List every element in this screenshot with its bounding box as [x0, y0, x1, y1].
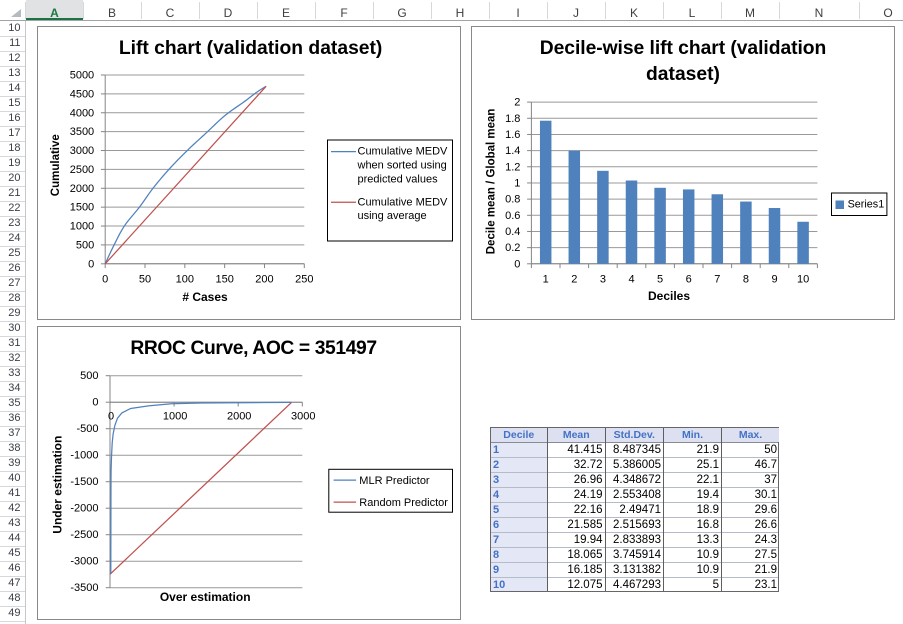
svg-text:Cumulative: Cumulative — [50, 134, 62, 196]
svg-text:0: 0 — [92, 397, 98, 409]
svg-text:6: 6 — [686, 274, 692, 286]
svg-text:-3500: -3500 — [70, 582, 98, 594]
svg-text:7: 7 — [714, 274, 720, 286]
svg-text:3000: 3000 — [291, 411, 315, 423]
svg-text:-1000: -1000 — [70, 450, 98, 462]
svg-text:200: 200 — [255, 274, 273, 286]
svg-text:Cumulative MEDV: Cumulative MEDV — [358, 146, 449, 158]
svg-text:Random Predictor: Random Predictor — [359, 497, 448, 509]
svg-text:-2500: -2500 — [70, 529, 98, 541]
svg-text:4500: 4500 — [70, 88, 94, 100]
svg-text:500: 500 — [76, 239, 94, 251]
svg-text:Decile-wise lift chart (valida: Decile-wise lift chart (validation — [540, 38, 827, 59]
svg-text:1000: 1000 — [163, 411, 187, 423]
svg-text:5: 5 — [657, 274, 663, 286]
svg-text:-500: -500 — [76, 423, 98, 435]
svg-text:2000: 2000 — [70, 183, 94, 195]
svg-text:Decile mean / Global mean: Decile mean / Global mean — [486, 109, 498, 255]
svg-text:250: 250 — [295, 274, 313, 286]
svg-text:using average: using average — [358, 210, 427, 222]
svg-text:1: 1 — [543, 274, 549, 286]
svg-text:0.2: 0.2 — [505, 242, 520, 254]
svg-text:Under estimation: Under estimation — [51, 436, 65, 534]
svg-text:0.8: 0.8 — [505, 194, 520, 206]
svg-text:-2000: -2000 — [70, 503, 98, 515]
svg-text:0: 0 — [102, 274, 108, 286]
svg-text:4000: 4000 — [70, 107, 94, 119]
svg-text:RROC Curve, AOC = 351497: RROC Curve, AOC = 351497 — [130, 338, 376, 359]
svg-text:2: 2 — [514, 97, 520, 109]
svg-text:3000: 3000 — [70, 145, 94, 157]
svg-text:# Cases: # Cases — [182, 290, 228, 304]
svg-text:100: 100 — [176, 274, 194, 286]
svg-text:4: 4 — [628, 274, 634, 286]
svg-text:1.2: 1.2 — [505, 161, 520, 173]
svg-text:3500: 3500 — [70, 126, 94, 138]
svg-text:2500: 2500 — [70, 164, 94, 176]
svg-text:1.8: 1.8 — [505, 113, 520, 125]
svg-text:0: 0 — [88, 258, 94, 270]
svg-text:1500: 1500 — [70, 202, 94, 214]
svg-text:-3000: -3000 — [70, 556, 98, 568]
svg-text:5000: 5000 — [70, 70, 94, 82]
svg-text:3: 3 — [600, 274, 606, 286]
svg-text:Deciles: Deciles — [648, 289, 690, 303]
svg-text:10: 10 — [797, 274, 809, 286]
svg-text:0.6: 0.6 — [505, 210, 520, 222]
svg-text:1: 1 — [514, 177, 520, 189]
svg-text:150: 150 — [215, 274, 233, 286]
svg-text:0.4: 0.4 — [505, 226, 520, 238]
svg-text:predicted values: predicted values — [358, 173, 439, 185]
svg-text:2000: 2000 — [227, 411, 251, 423]
svg-text:1.4: 1.4 — [505, 145, 520, 157]
svg-text:MLR Predictor: MLR Predictor — [359, 475, 430, 487]
svg-text:8: 8 — [743, 274, 749, 286]
svg-text:dataset): dataset) — [646, 64, 720, 85]
svg-text:50: 50 — [139, 274, 151, 286]
svg-text:2: 2 — [571, 274, 577, 286]
svg-text:9: 9 — [771, 274, 777, 286]
svg-text:500: 500 — [80, 370, 98, 382]
svg-text:0: 0 — [108, 411, 114, 423]
svg-text:1000: 1000 — [70, 221, 94, 233]
svg-text:Lift chart (validation dataset: Lift chart (validation dataset) — [119, 38, 383, 59]
svg-text:Over estimation: Over estimation — [160, 590, 251, 604]
svg-text:0: 0 — [514, 258, 520, 270]
svg-text:Cumulative MEDV: Cumulative MEDV — [358, 196, 449, 208]
svg-text:Series1: Series1 — [848, 199, 885, 211]
svg-text:1.6: 1.6 — [505, 129, 520, 141]
svg-text:-1500: -1500 — [70, 476, 98, 488]
svg-text:when sorted using: when sorted using — [357, 160, 447, 172]
